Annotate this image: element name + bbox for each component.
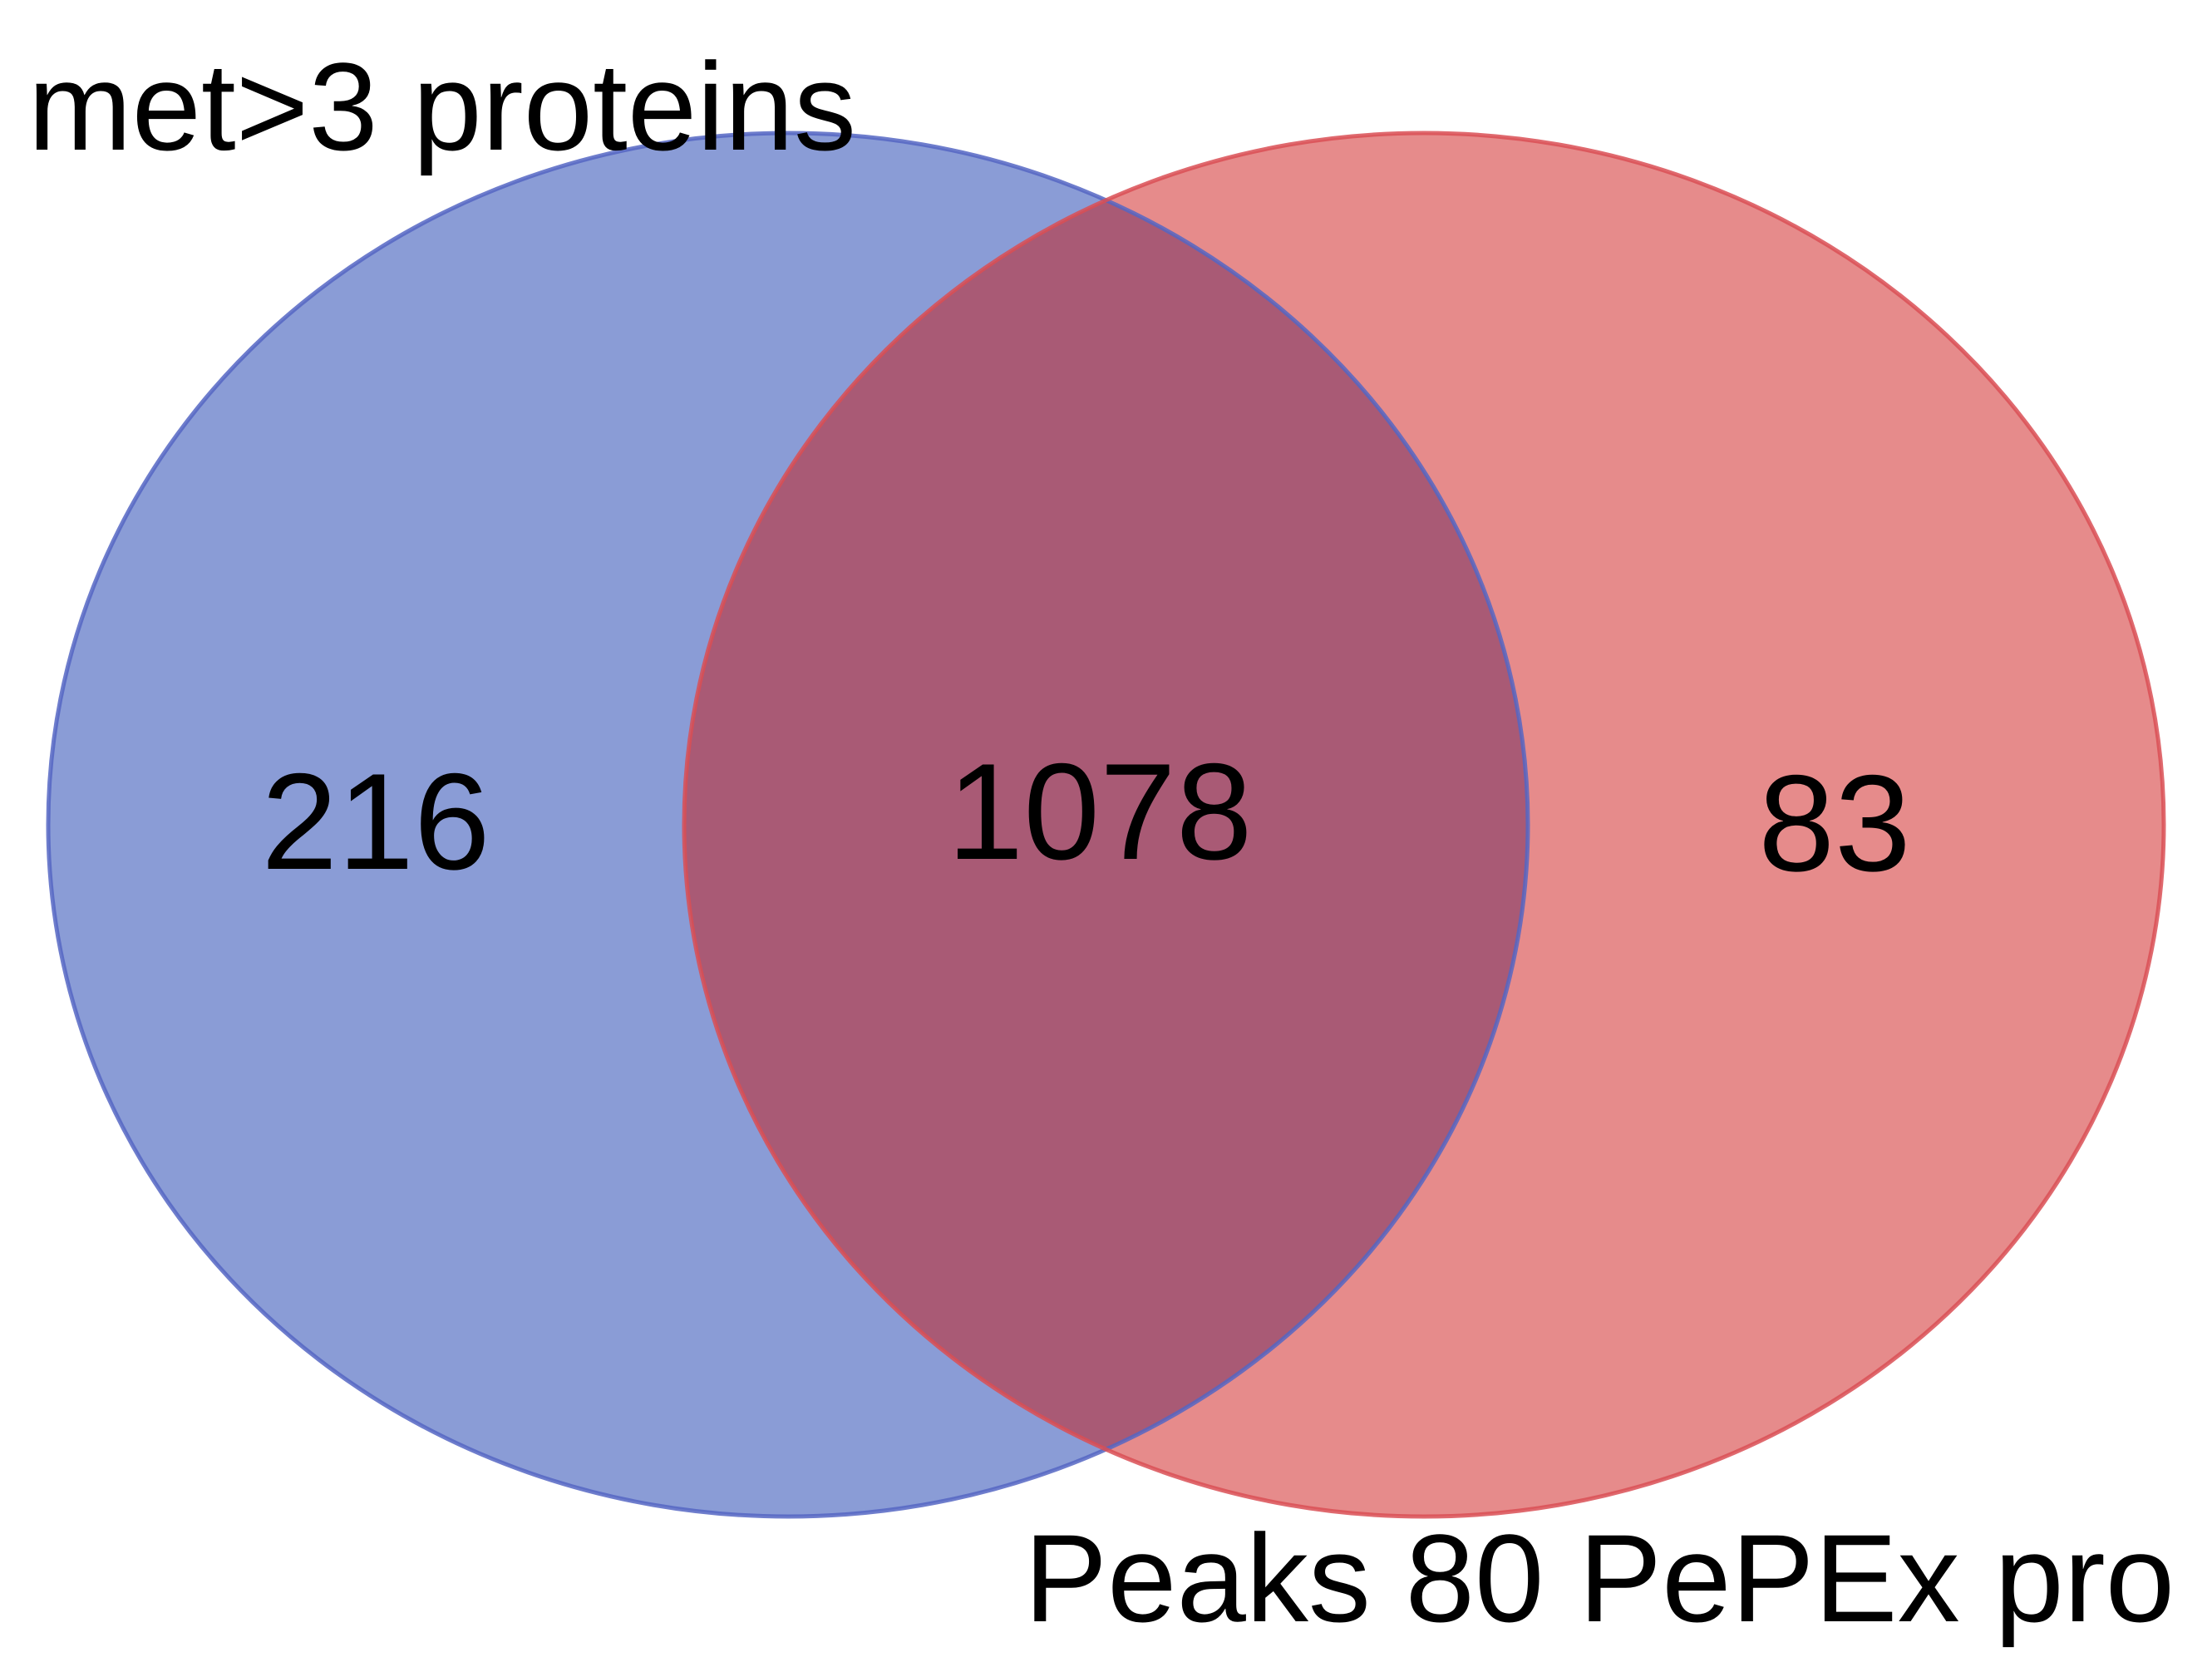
set-outline-left (46, 131, 1530, 1519)
set-outline-right (682, 131, 2166, 1519)
set-label-right: Peaks 80 PePEx pro (1024, 1508, 2175, 1648)
count-left-only: 216 (261, 745, 490, 898)
count-right-only: 83 (1758, 747, 1911, 900)
set-label-left: met>3 proteins (28, 37, 856, 176)
count-intersection: 1078 (947, 735, 1252, 888)
intersection-region (684, 133, 1528, 1517)
